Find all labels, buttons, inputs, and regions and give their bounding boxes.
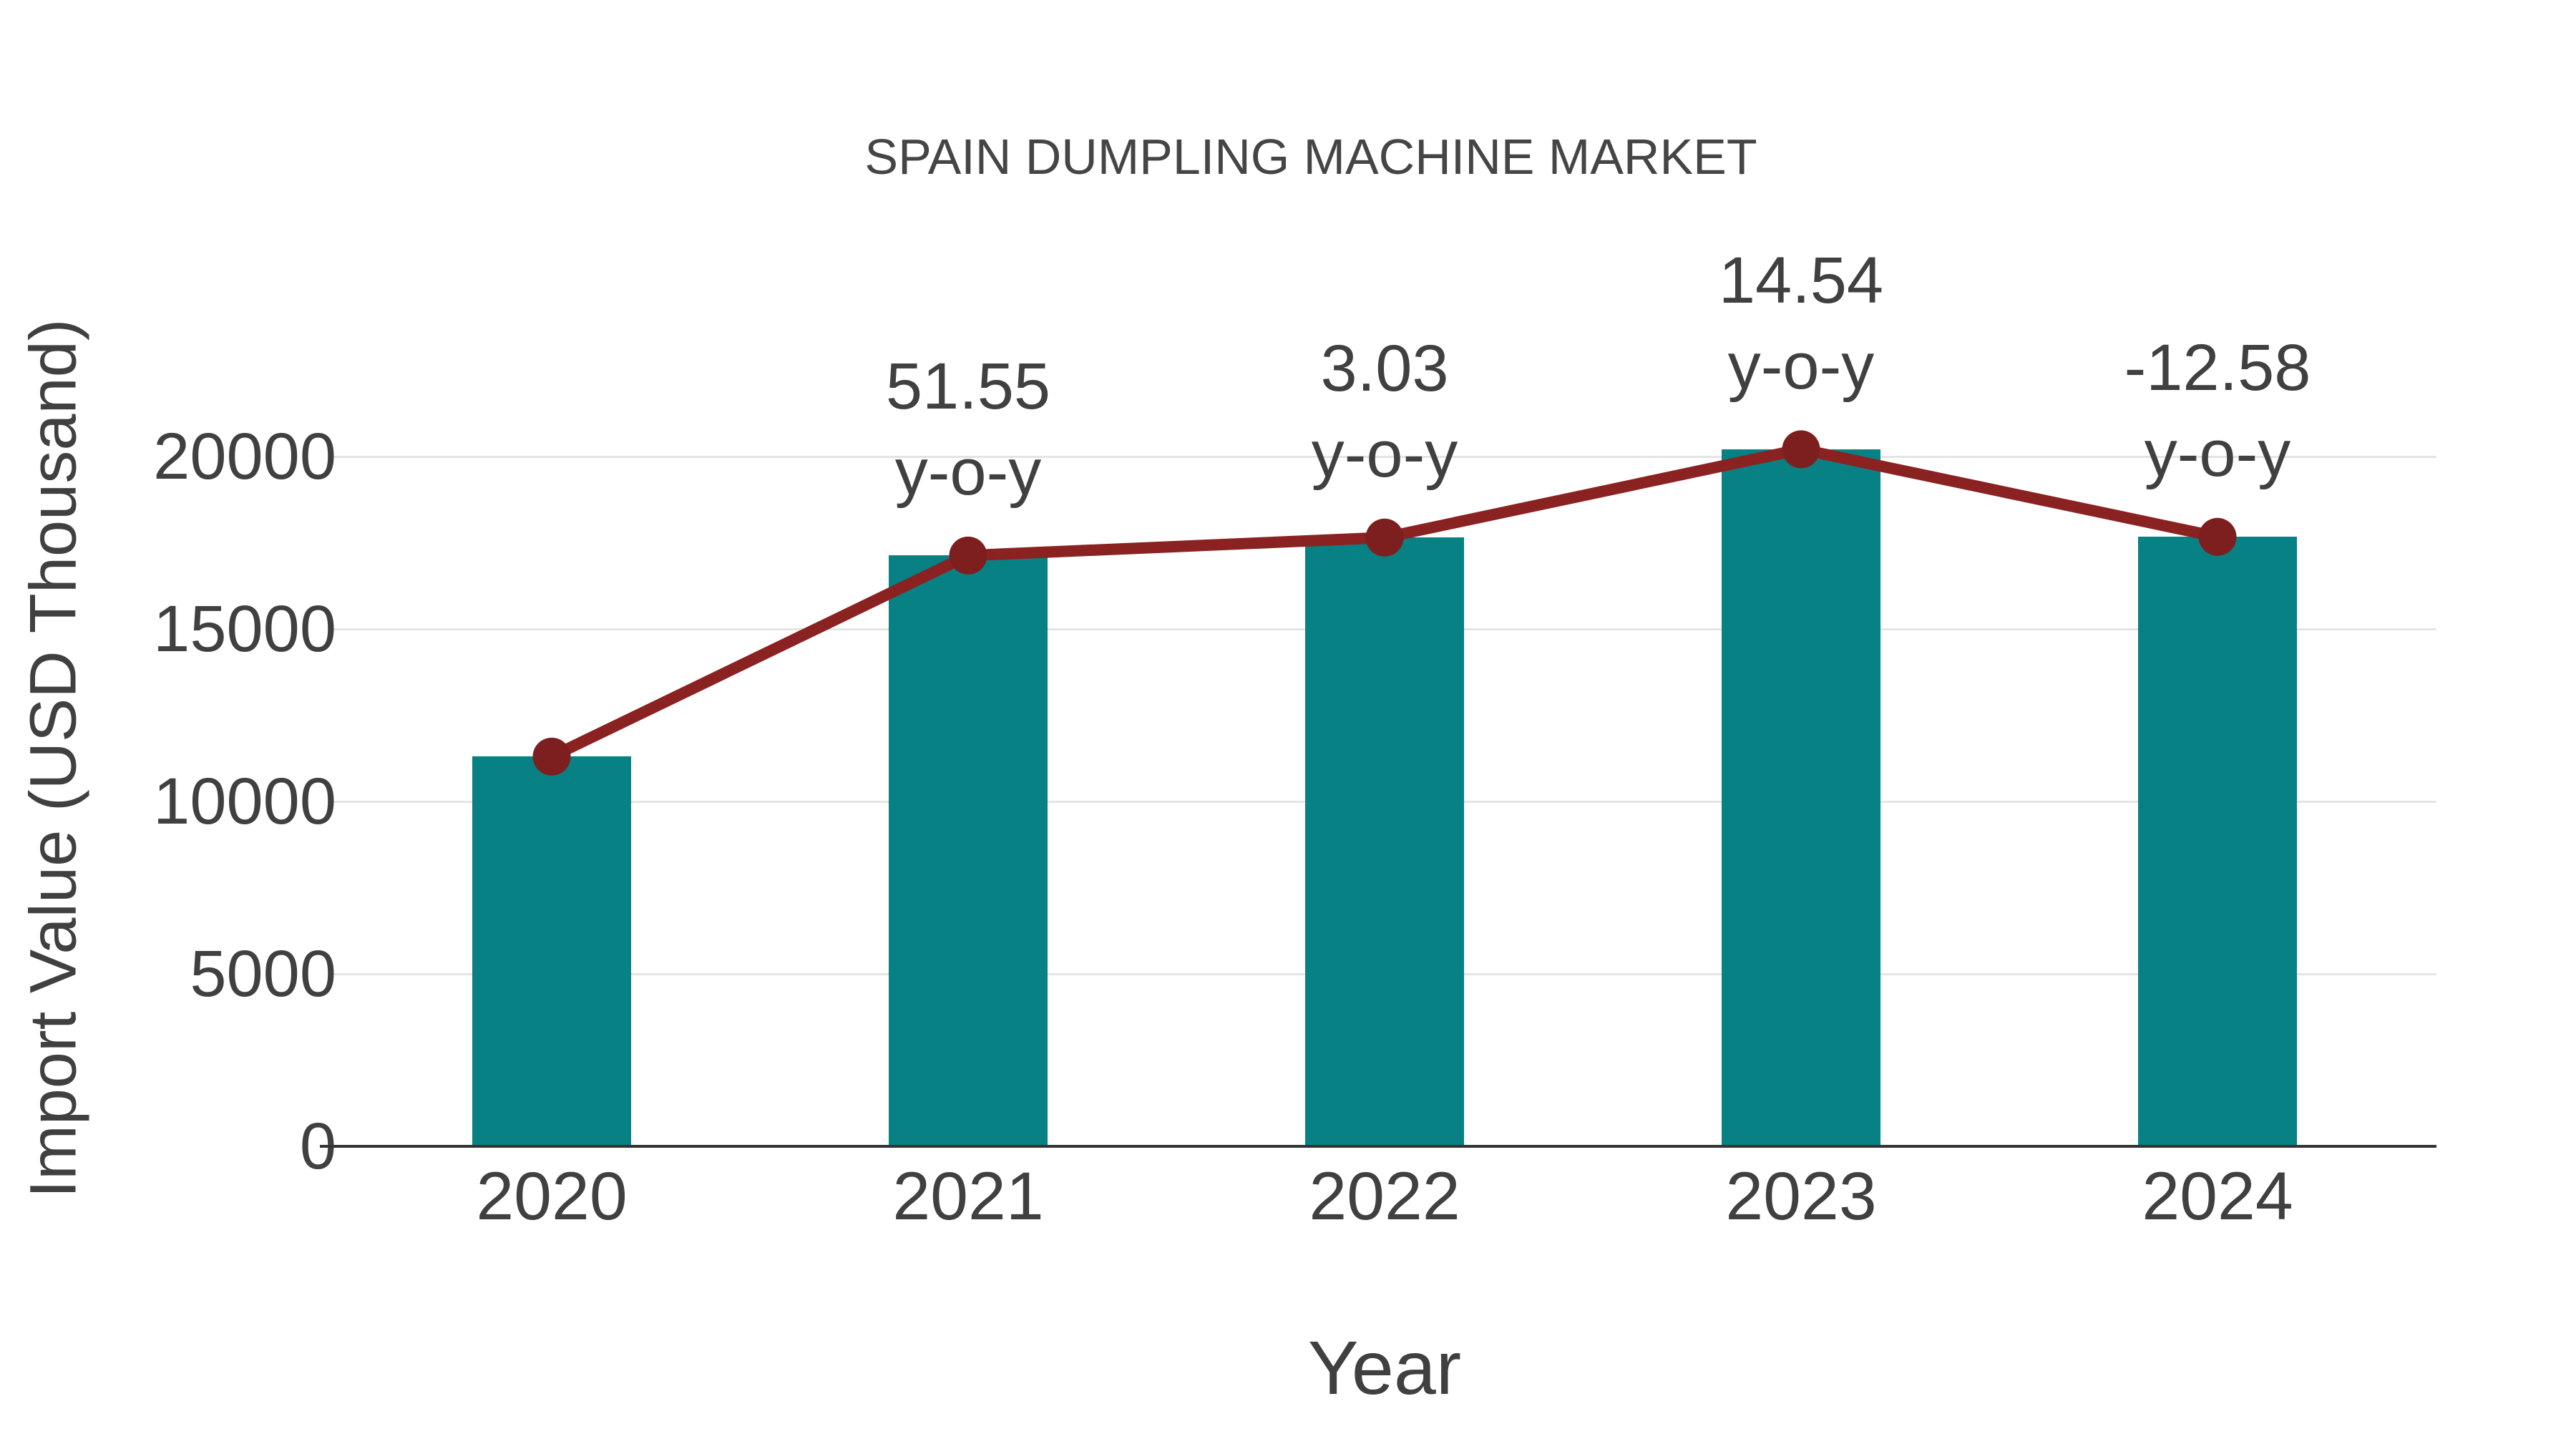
bar-2021 [889,555,1048,1146]
annotation-suffix: y-o-y [2144,417,2291,491]
annotation-2022: 3.03 y-o-y [1184,326,1585,497]
annotation-value: -12.58 [2124,331,2311,405]
chart-title: SPAIN DUMPLING MACHINE MARKET [864,129,1757,185]
trend-marker-2023 [1782,430,1820,469]
annotation-2021: 51.55 y-o-y [768,343,1169,515]
annotation-value: 14.54 [1718,243,1884,317]
bar-2020 [472,756,631,1146]
x-tick-label-2024: 2024 [2142,1158,2293,1234]
annotation-2024: -12.58 y-o-y [2017,325,2418,497]
y-tick-label-20000: 20000 [153,420,336,493]
y-tick-label-10000: 10000 [153,765,336,838]
bar-2023 [1722,449,1880,1146]
annotation-suffix: y-o-y [894,436,1042,509]
annotation-value: 51.55 [885,350,1051,424]
gridline-20000 [333,455,2436,458]
x-axis-label: Year [1307,1326,1462,1410]
x-tick-label-2022: 2022 [1309,1158,1460,1234]
annotation-value: 3.03 [1320,332,1449,406]
bar-2022 [1305,537,1464,1146]
bar-2024 [2138,537,2297,1146]
x-tick-label-2021: 2021 [892,1158,1044,1234]
y-tick-label-15000: 15000 [153,592,336,665]
annotation-2023: 14.54 y-o-y [1601,238,2001,409]
x-tick-label-2020: 2020 [476,1158,628,1234]
trend-marker-2022 [1365,518,1404,557]
trend-marker-2020 [532,737,571,776]
annotation-suffix: y-o-y [1727,329,1875,403]
x-axis-line [320,1145,2436,1148]
y-tick-label-5000: 5000 [190,937,336,1010]
trend-marker-2024 [2198,517,2237,556]
annotation-suffix: y-o-y [1311,418,1458,492]
x-tick-label-2023: 2023 [1725,1158,1877,1234]
trend-marker-2021 [949,536,987,575]
